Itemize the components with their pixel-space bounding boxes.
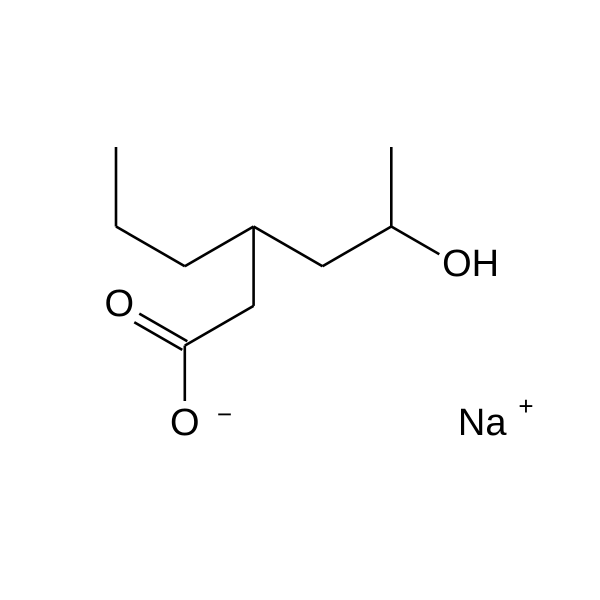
atom-label-o1: O bbox=[104, 283, 134, 325]
atom-label-neg: − bbox=[217, 399, 232, 429]
atom-label-o3: OH bbox=[442, 243, 499, 285]
atom-label-pos: + bbox=[518, 391, 533, 421]
molecule-diagram: O O OH Na − + bbox=[0, 0, 600, 600]
atom-label-na: Na bbox=[458, 402, 507, 444]
atom-label-o2: O bbox=[170, 402, 200, 444]
